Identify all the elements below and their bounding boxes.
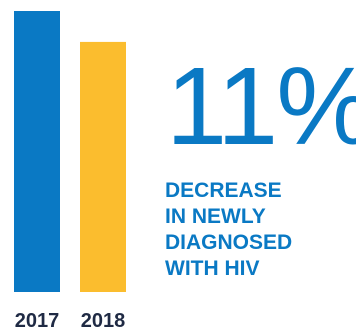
x-tick-label-2017: 2017 — [15, 310, 60, 332]
bar-2018 — [80, 41, 126, 292]
caption-line-3: DIAGNOSED — [165, 231, 293, 254]
big-stat-value: 11% — [166, 45, 356, 168]
bar-2017 — [14, 11, 60, 292]
caption-line-1: DECREASE — [165, 179, 282, 202]
x-tick-labels: 2017 2018 — [15, 310, 126, 332]
x-tick-label-2018: 2018 — [81, 310, 126, 332]
stat-caption: DECREASE IN NEWLY DIAGNOSED WITH HIV — [165, 178, 345, 282]
bars-group — [14, 11, 126, 292]
caption-line-2: IN NEWLY — [165, 205, 266, 228]
caption-line-4: WITH HIV — [165, 257, 260, 280]
